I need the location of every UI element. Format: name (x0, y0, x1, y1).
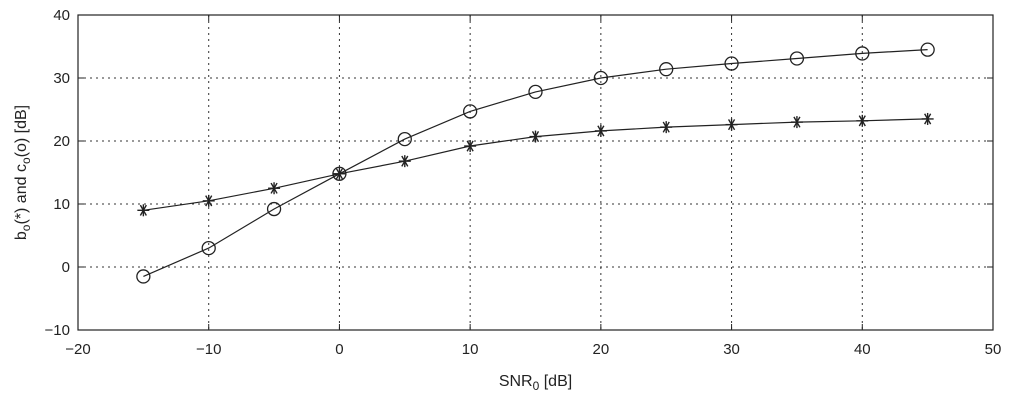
y-tick-label: 10 (53, 196, 70, 213)
circle-point (201, 240, 216, 256)
x-axis-label: SNR0 [dB] (499, 373, 572, 393)
circle-point (136, 269, 151, 284)
star-point (137, 204, 150, 217)
y-tick-label: 0 (62, 259, 70, 276)
star-point (856, 114, 869, 127)
x-tick-label: 10 (462, 341, 479, 358)
star-point (594, 124, 607, 137)
star-point (529, 130, 542, 143)
x-tick-label: 30 (723, 341, 740, 358)
circle-point (920, 42, 935, 57)
plot-frame (77, 14, 994, 331)
y-axis-label: bo(*) and co(o) [dB] (13, 105, 33, 240)
grid-lines (78, 15, 993, 330)
circle-point (332, 166, 347, 181)
circle-point (855, 46, 870, 61)
circle-point (593, 70, 609, 86)
y-tick-label: 40 (53, 7, 70, 24)
x-tick-label: 40 (854, 341, 871, 358)
circle-point (397, 131, 412, 147)
circle-point (659, 62, 674, 77)
x-tick-label: 50 (985, 341, 1002, 358)
star-point (398, 155, 411, 168)
star-point (268, 182, 281, 195)
x-tick-label: 0 (335, 341, 343, 358)
series-circle-line (143, 49, 928, 277)
y-tick-label: −10 (45, 322, 70, 339)
y-tick-labels: −10 0 10 20 30 40 (45, 7, 70, 339)
x-tick-label: −10 (196, 341, 221, 358)
circle-point (789, 51, 805, 66)
star-point (790, 116, 803, 129)
x-tick-label: 20 (593, 341, 610, 358)
star-point (202, 194, 215, 207)
x-tick-label: −20 (65, 341, 90, 358)
series-layer (136, 42, 935, 284)
star-point (725, 118, 738, 131)
y-tick-label: 20 (53, 133, 70, 150)
x-tick-labels: −20 −10 0 10 20 30 40 50 (65, 341, 1001, 358)
star-point (660, 121, 673, 134)
star-point (464, 140, 477, 153)
circle-point (724, 56, 739, 71)
circle-point (266, 201, 282, 217)
circle-point (462, 104, 478, 119)
star-point (921, 112, 934, 125)
tick-marks (77, 14, 994, 331)
y-tick-label: 30 (53, 70, 70, 87)
circle-point (528, 84, 543, 100)
